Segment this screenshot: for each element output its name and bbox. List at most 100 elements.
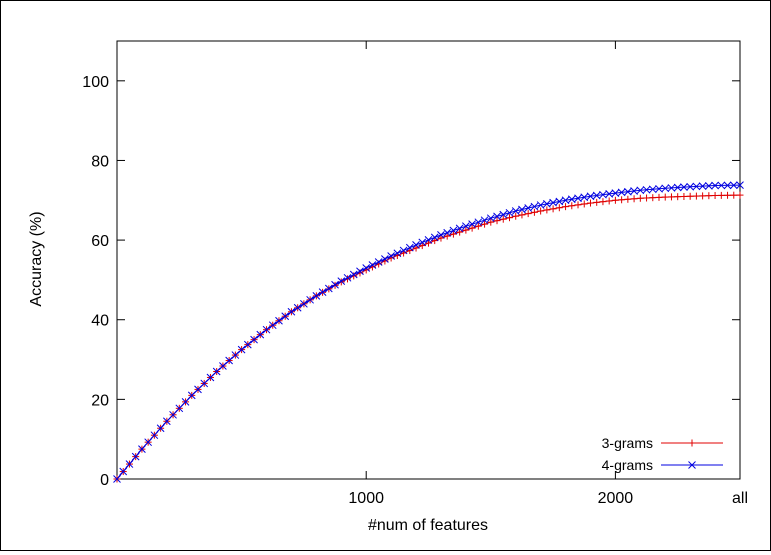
legend-label: 4-grams xyxy=(602,457,653,473)
data-point xyxy=(200,379,209,388)
data-point xyxy=(119,467,128,476)
data-point xyxy=(704,181,713,190)
data-point xyxy=(144,438,153,447)
x-tick-label: 2000 xyxy=(598,490,634,507)
series-3-grams xyxy=(113,191,744,483)
y-tick-label: 20 xyxy=(91,392,109,409)
data-point xyxy=(688,461,696,469)
data-point xyxy=(412,241,420,249)
data-point xyxy=(262,325,271,334)
data-point xyxy=(349,270,358,279)
data-point xyxy=(131,452,140,461)
data-point xyxy=(324,284,333,293)
data-point xyxy=(518,205,526,214)
data-point xyxy=(343,273,352,282)
data-point xyxy=(256,330,265,339)
data-point xyxy=(455,224,464,233)
data-point xyxy=(219,362,227,370)
data-point xyxy=(187,391,196,400)
data-point xyxy=(175,404,184,413)
data-point xyxy=(356,267,364,276)
data-point xyxy=(505,208,514,217)
data-point xyxy=(499,210,508,219)
data-point xyxy=(275,316,283,325)
data-point xyxy=(181,397,190,406)
data-point xyxy=(150,431,159,440)
data-point xyxy=(648,185,657,194)
data-point xyxy=(156,424,165,433)
legend: 3-grams 4-grams xyxy=(602,435,723,473)
data-point xyxy=(368,261,377,269)
data-point xyxy=(636,186,645,195)
axis-ticks: 0 20 40 60 80 100 1000 2000 all xyxy=(82,41,748,507)
data-point xyxy=(399,246,408,255)
data-point xyxy=(524,204,533,212)
data-point xyxy=(418,238,427,247)
legend-label: 3-grams xyxy=(602,435,653,451)
data-point xyxy=(611,189,620,197)
data-point xyxy=(599,190,607,199)
data-point xyxy=(169,410,177,419)
data-point xyxy=(430,233,439,242)
data-point xyxy=(237,345,246,354)
data-point xyxy=(138,445,146,453)
data-point xyxy=(655,184,663,193)
data-point xyxy=(381,255,389,263)
data-point xyxy=(206,373,215,382)
data-point xyxy=(162,417,171,426)
data-point xyxy=(212,367,221,376)
data-point xyxy=(331,280,339,289)
data-point xyxy=(680,183,688,191)
data-point xyxy=(555,197,564,206)
data-point xyxy=(243,340,252,349)
data-point xyxy=(729,181,738,190)
data-point xyxy=(723,181,732,190)
y-axis-label: Accuracy (%) xyxy=(28,211,45,306)
data-point xyxy=(449,226,458,235)
data-point xyxy=(630,187,638,195)
data-point xyxy=(393,249,402,258)
series-4-grams xyxy=(113,181,744,483)
data-point xyxy=(617,188,626,197)
data-point xyxy=(125,460,134,468)
data-point xyxy=(312,291,321,300)
data-point xyxy=(293,303,302,312)
data-point xyxy=(113,475,121,483)
data-point xyxy=(337,277,346,285)
plot-area xyxy=(116,40,741,480)
data-point xyxy=(711,181,719,190)
x-tick-label: 1000 xyxy=(348,490,384,507)
data-point xyxy=(642,185,651,194)
x-tick-label: all xyxy=(732,490,748,507)
data-point xyxy=(287,307,296,316)
data-point xyxy=(692,182,701,191)
data-point xyxy=(486,214,495,223)
data-point xyxy=(511,207,520,215)
data-point xyxy=(225,356,233,365)
y-tick-label: 60 xyxy=(91,233,109,250)
data-point xyxy=(574,194,582,203)
data-point xyxy=(443,228,452,237)
data-point xyxy=(736,181,744,189)
data-point xyxy=(561,196,570,205)
data-point xyxy=(300,299,308,308)
data-point xyxy=(549,198,557,207)
data-point xyxy=(624,187,632,196)
data-point xyxy=(605,190,614,198)
data-point xyxy=(686,182,695,191)
data-point xyxy=(468,220,476,229)
data-point xyxy=(250,335,258,344)
data-point xyxy=(194,385,202,394)
data-point xyxy=(387,252,395,260)
data-point xyxy=(405,243,414,252)
data-point xyxy=(661,184,670,193)
data-point xyxy=(268,321,277,330)
data-point xyxy=(673,183,682,192)
series-group xyxy=(113,181,744,483)
data-point xyxy=(698,182,707,190)
y-tick-label: 40 xyxy=(91,313,109,330)
data-point xyxy=(374,258,383,266)
y-tick-label: 0 xyxy=(100,472,109,489)
y-tick-label: 80 xyxy=(91,153,109,170)
